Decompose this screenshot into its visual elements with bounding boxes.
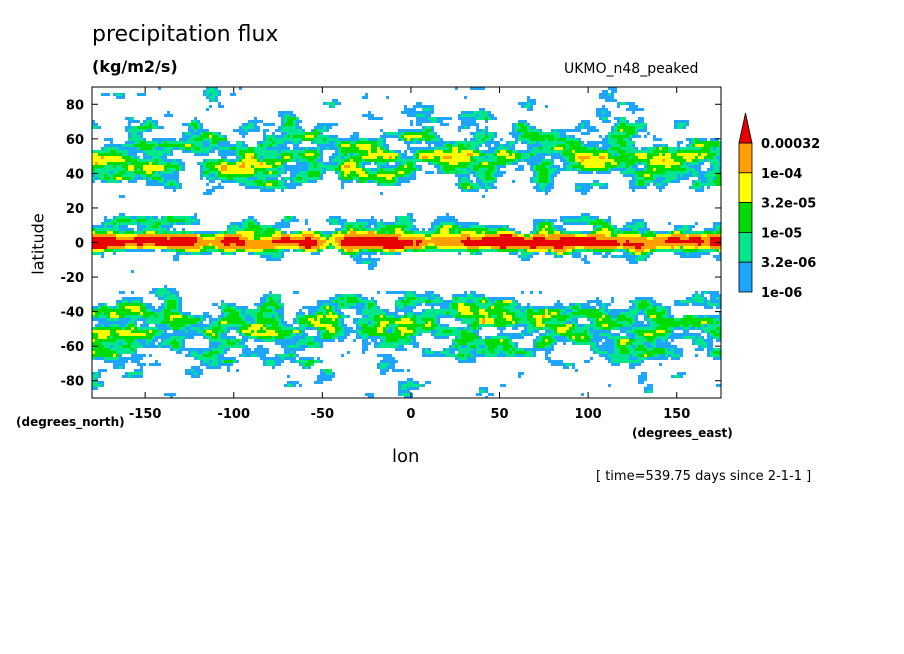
y-tick-label: 80	[66, 98, 84, 113]
x-tick-label: 150	[663, 407, 690, 422]
y-tick-label: -80	[61, 375, 85, 390]
x-tick-label: -50	[311, 407, 335, 422]
chart-units: (kg/m2/s)	[92, 57, 178, 76]
x-tick-label: 50	[490, 407, 508, 422]
colorbar-box	[738, 261, 753, 293]
colorbar-box	[738, 231, 753, 263]
x-tick-label: -150	[129, 407, 162, 422]
colorbar-box	[738, 172, 753, 204]
chart-title: precipitation flux	[92, 22, 279, 47]
precipitation-field	[92, 87, 721, 398]
y-tick-label: -60	[61, 340, 85, 355]
y-axis-ticks: 80 60 40 20 0 -20 -40 -60 -80	[61, 98, 721, 390]
x-tick-label: 0	[406, 407, 415, 422]
colorbar-label: 3.2e-05	[761, 197, 816, 212]
colorbar-box	[738, 202, 753, 233]
y-axis-units: (degrees_north)	[16, 415, 125, 429]
x-tick-label: 100	[575, 407, 602, 422]
y-tick-label: 40	[66, 167, 84, 182]
x-axis-ticks: -150 -100 -50 0 50 100 150	[129, 87, 690, 422]
colorbar-label: 3.2e-06	[761, 256, 816, 271]
colorbar-label: 1e-05	[761, 226, 802, 241]
x-axis-units: (degrees_east)	[632, 426, 733, 440]
y-tick-label: -20	[61, 271, 85, 286]
colorbar-box	[738, 142, 753, 174]
time-footer: [ time=539.75 days since 2-1-1 ]	[596, 469, 812, 484]
colorbar: 0.00032 1e-04 3.2e-05 1e-05 3.2e-06 1e-06	[738, 112, 820, 301]
model-label: UKMO_n48_peaked	[564, 61, 699, 77]
colorbar-label: 1e-04	[761, 167, 802, 182]
colorbar-label: 0.00032	[761, 137, 820, 152]
y-tick-label: 0	[75, 237, 84, 252]
y-tick-label: 60	[66, 133, 84, 148]
colorbar-max-arrow	[738, 112, 753, 144]
y-tick-label: 20	[66, 202, 84, 217]
x-axis-label: lon	[392, 446, 420, 467]
colorbar-label: 1e-06	[761, 286, 802, 301]
x-tick-label: -100	[217, 407, 250, 422]
y-tick-label: -40	[61, 306, 85, 321]
